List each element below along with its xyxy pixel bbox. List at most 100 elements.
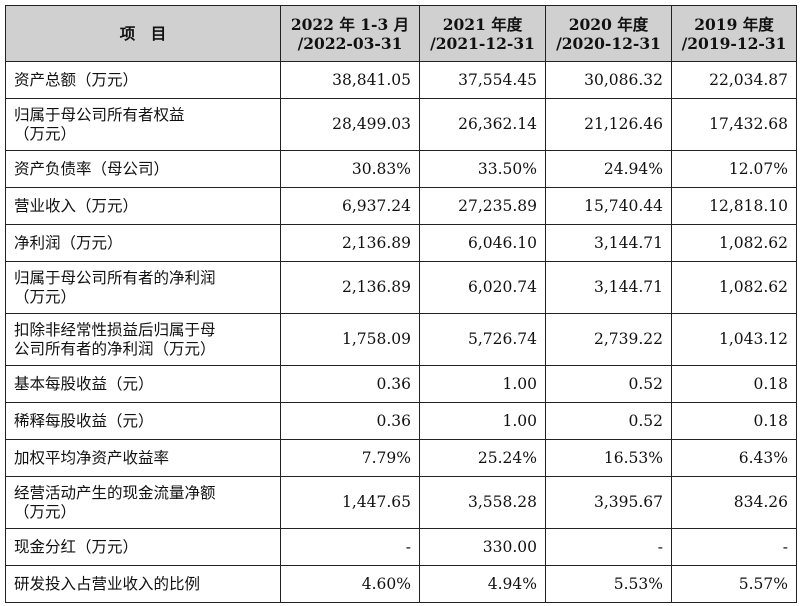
- value-cell: 17,432.68: [671, 98, 797, 151]
- header-period-label: 2021 年度: [442, 14, 523, 34]
- value-cell: 22,034.87: [671, 61, 797, 99]
- row-label: 营业收入（万元）: [5, 187, 281, 225]
- value-cell: 5.53%: [545, 565, 672, 603]
- row-label: 研发投入占营业收入的比例: [5, 565, 281, 603]
- value-cell: 5.57%: [671, 565, 797, 603]
- value-cell: 7.79%: [280, 439, 420, 477]
- value-cell: 6.43%: [671, 439, 797, 477]
- row-label-line: 资产总额（万元）: [14, 70, 139, 89]
- table-row: 现金分红（万元） -330.00- -: [5, 528, 797, 566]
- value-cell: 4.60%: [280, 565, 420, 603]
- value-cell: 0.52: [545, 402, 672, 440]
- row-label: 扣除非经常性损益后归属于母 公司所有者的净利润（万元）: [5, 313, 281, 366]
- table-row: 基本每股收益（元） 0.36 1.00 0.52 0.18: [5, 365, 797, 403]
- table-row: 扣除非经常性损益后归属于母 公司所有者的净利润（万元） 1,758.09 5,726.…: [5, 313, 797, 366]
- header-item: 项 目: [5, 5, 281, 62]
- value-cell: 1,043.12: [671, 313, 797, 366]
- value-cell: -: [280, 528, 420, 566]
- value-cell: 15,740.44: [545, 187, 672, 225]
- value-cell: 30,086.32: [545, 61, 672, 99]
- value-cell: 2,739.22: [545, 313, 672, 366]
- row-label: 稀释每股收益（元）: [5, 402, 281, 440]
- value-cell: 5,726.74: [419, 313, 546, 366]
- row-label-line: 归属于母公司所有者的净利润: [14, 268, 216, 287]
- value-cell: 30.83%: [280, 150, 420, 188]
- row-label-line: 资产负债率（母公司）: [14, 159, 170, 178]
- row-label: 现金分红（万元）: [5, 528, 281, 566]
- value-cell: 12,818.10: [671, 187, 797, 225]
- value-cell: 1,082.62: [671, 224, 797, 262]
- value-cell: 1,758.09: [280, 313, 420, 366]
- value-cell: 0.18: [671, 365, 797, 403]
- value-cell: 26,362.14: [419, 98, 546, 151]
- table-header-row: 项 目 2022 年 1-3 月 /2022-03-31 2021 年度 /20…: [5, 5, 797, 62]
- row-label: 资产负债率（母公司）: [5, 150, 281, 188]
- row-label: 净利润（万元）: [5, 224, 281, 262]
- table-row: 归属于母公司所有者权益 （万元） 28,499.03 26,362.14 21,126.…: [5, 98, 797, 151]
- row-label-line: 现金分红（万元）: [14, 537, 139, 556]
- row-label: 归属于母公司所有者的净利润 （万元）: [5, 261, 281, 314]
- table-row: 稀释每股收益（元） 0.36 1.00 0.52 0.18: [5, 402, 797, 440]
- table-row: 归属于母公司所有者的净利润 （万元） 2,136.89 6,020.74 3,144.7…: [5, 261, 797, 314]
- table-row: 资产总额（万元） 38,841.05 37,554.45 30,086.32 22,03…: [5, 61, 797, 99]
- row-label: 经营活动产生的现金流量净额 （万元）: [5, 476, 281, 529]
- row-label-line: （万元）: [14, 124, 77, 143]
- value-cell: 1,082.62: [671, 261, 797, 314]
- header-period-2021: 2021 年度 /2021-12-31: [419, 5, 546, 62]
- row-label-line: 基本每股收益（元）: [14, 374, 154, 393]
- value-cell: 0.36: [280, 402, 420, 440]
- value-cell: 27,235.89: [419, 187, 546, 225]
- row-label-line: 扣除非经常性损益后归属于母: [14, 320, 216, 339]
- value-cell: 0.36: [280, 365, 420, 403]
- value-cell: 25.24%: [419, 439, 546, 477]
- value-cell: -: [545, 528, 672, 566]
- row-label-line: 加权平均净资产收益率: [14, 448, 170, 467]
- row-label: 加权平均净资产收益率: [5, 439, 281, 477]
- table-row: 营业收入（万元） 6,937.24 27,235.89 15,740.44 12,818…: [5, 187, 797, 225]
- header-period-label: 2019 年度: [694, 14, 774, 34]
- row-label: 资产总额（万元）: [5, 61, 281, 99]
- value-cell: 12.07%: [671, 150, 797, 188]
- value-cell: 330.00: [419, 528, 546, 566]
- row-label-line: （万元）: [14, 502, 77, 521]
- value-cell: 3,144.71: [545, 261, 672, 314]
- value-cell: 24.94%: [545, 150, 672, 188]
- value-cell: 0.18: [671, 402, 797, 440]
- row-label-line: 净利润（万元）: [14, 233, 123, 252]
- value-cell: 834.26: [671, 476, 797, 529]
- row-label-line: 公司所有者的净利润（万元）: [14, 339, 216, 358]
- row-label-line: （万元）: [14, 287, 77, 306]
- table-row: 净利润（万元） 2,136.89 6,046.10 3,144.71 1,082.62: [5, 224, 797, 262]
- row-label-line: 经营活动产生的现金流量净额: [14, 483, 216, 502]
- header-period-date: /2019-12-31: [681, 33, 787, 53]
- value-cell: 3,144.71: [545, 224, 672, 262]
- value-cell: 4.94%: [419, 565, 546, 603]
- value-cell: 3,558.28: [419, 476, 546, 529]
- table-row: 加权平均净资产收益率 7.79% 25.24% 16.53% 6.43%: [5, 439, 797, 477]
- header-period-date: /2020-12-31: [556, 33, 661, 53]
- row-label-line: 营业收入（万元）: [14, 196, 139, 215]
- row-label: 归属于母公司所有者权益 （万元）: [5, 98, 281, 151]
- value-cell: 38,841.05: [280, 61, 420, 99]
- value-cell: 1,447.65: [280, 476, 420, 529]
- table-row: 经营活动产生的现金流量净额 （万元） 1,447.65 3,558.28 3,395.6…: [5, 476, 797, 529]
- value-cell: 28,499.03: [280, 98, 420, 151]
- header-period-date: /2022-03-31: [297, 33, 403, 53]
- header-period-2019: 2019 年度 /2019-12-31: [671, 5, 797, 62]
- financial-summary-table: 项 目 2022 年 1-3 月 /2022-03-31 2021 年度 /20…: [5, 5, 797, 603]
- value-cell: 3,395.67: [545, 476, 672, 529]
- value-cell: 37,554.45: [419, 61, 546, 99]
- value-cell: 2,136.89: [280, 261, 420, 314]
- header-period-2022q1: 2022 年 1-3 月 /2022-03-31: [280, 5, 420, 62]
- table-row: 研发投入占营业收入的比例 4.60% 4.94% 5.53% 5.57%: [5, 565, 797, 603]
- table-row: 资产负债率（母公司） 30.83% 33.50% 24.94% 12.07%: [5, 150, 797, 188]
- value-cell: 1.00: [419, 402, 546, 440]
- row-label-line: 稀释每股收益（元）: [14, 411, 154, 430]
- value-cell: 21,126.46: [545, 98, 672, 151]
- value-cell: 6,937.24: [280, 187, 420, 225]
- row-label: 基本每股收益（元）: [5, 365, 281, 403]
- header-period-2020: 2020 年度 /2020-12-31: [545, 5, 672, 62]
- row-label-line: 归属于母公司所有者权益: [14, 105, 185, 124]
- value-cell: 6,046.10: [419, 224, 546, 262]
- value-cell: 33.50%: [419, 150, 546, 188]
